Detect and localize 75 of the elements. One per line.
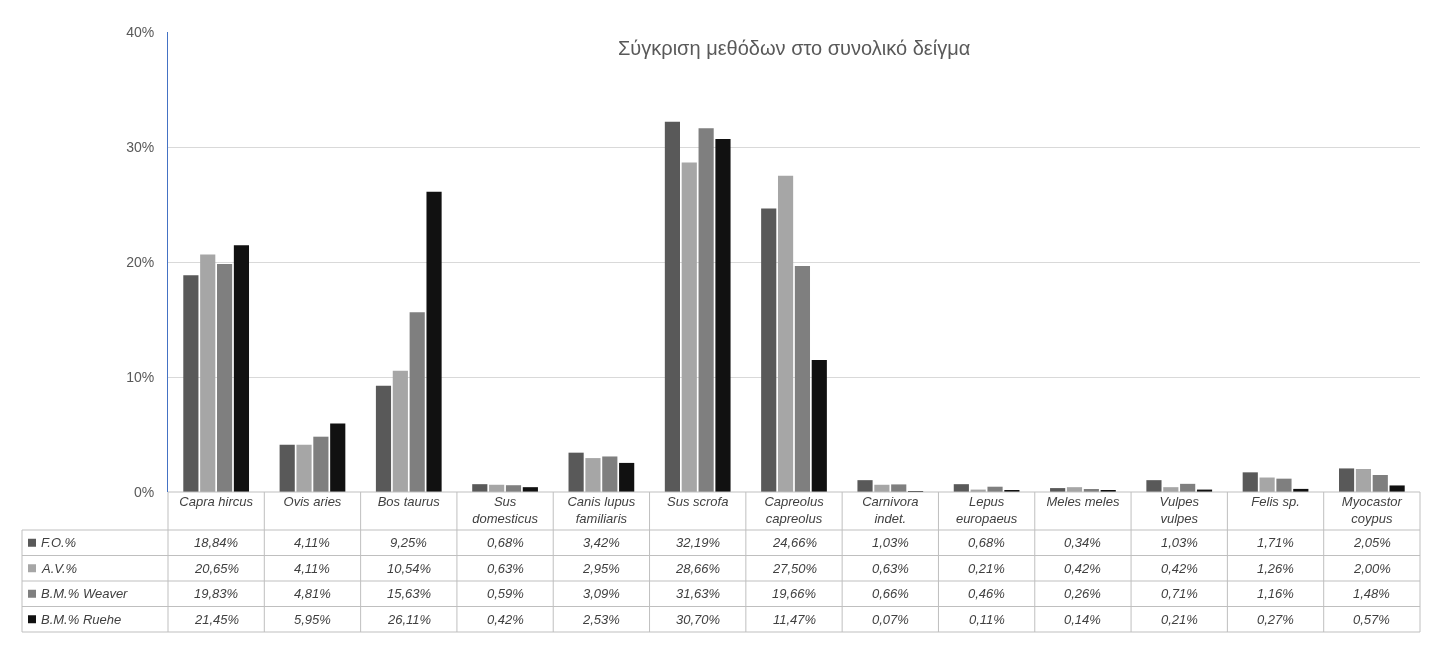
data-label: 0,42% bbox=[1064, 561, 1101, 576]
data-label: 28,66% bbox=[675, 561, 721, 576]
chart-title: Σύγκριση μεθόδων στο συνολικό δείγμα bbox=[618, 37, 971, 59]
y-tick-label: 0% bbox=[133, 483, 155, 500]
data-label: 0,21% bbox=[968, 561, 1005, 576]
x-tick-label: Canis lupus familiaris bbox=[567, 494, 636, 526]
data-label: 3,42% bbox=[583, 535, 620, 550]
data-label: 0,63% bbox=[487, 561, 524, 576]
data-label: 1,03% bbox=[872, 535, 909, 550]
data-label: 30,70% bbox=[676, 612, 721, 627]
data-label: 24,66% bbox=[772, 535, 818, 550]
data-label: 4,11% bbox=[294, 561, 330, 576]
legend-label: B.M.% Weaver bbox=[41, 586, 129, 601]
data-label: 1,26% bbox=[1257, 561, 1294, 576]
data-label: 32,19% bbox=[676, 535, 721, 550]
data-label: 0,66% bbox=[872, 586, 909, 601]
data-label: 0,46% bbox=[968, 586, 1005, 601]
data-label: 11,47% bbox=[773, 612, 817, 627]
x-tick-label: Felis sp. bbox=[1251, 494, 1300, 509]
x-tick-label: Ovis aries bbox=[283, 494, 342, 509]
y-tick-label: 30% bbox=[126, 138, 155, 155]
data-label: 0,59% bbox=[487, 586, 524, 601]
data-label: 20,65% bbox=[194, 561, 240, 576]
y-tick-label: 10% bbox=[126, 368, 155, 385]
data-label: 1,48% bbox=[1353, 586, 1390, 601]
data-label: 0,34% bbox=[1064, 535, 1101, 550]
data-label: 0,63% bbox=[872, 561, 909, 576]
data-label: 26,11% bbox=[387, 612, 432, 627]
data-label: 31,63% bbox=[676, 586, 721, 601]
x-tick-label: Sus scrofa bbox=[666, 494, 729, 509]
data-label: 18,84% bbox=[194, 535, 239, 550]
data-label: 0,27% bbox=[1257, 612, 1294, 627]
data-label: 0,71% bbox=[1161, 586, 1198, 601]
x-tick-label: Myocastor coypus bbox=[1341, 494, 1403, 526]
y-tick-label: 40% bbox=[126, 23, 155, 40]
data-label: 15,63% bbox=[387, 586, 432, 601]
x-tick-label: Meles meles bbox=[1046, 494, 1120, 509]
data-label: 0,07% bbox=[872, 612, 909, 627]
data-label: 4,11% bbox=[294, 535, 330, 550]
data-label: 4,81% bbox=[294, 586, 331, 601]
data-label: 2,95% bbox=[582, 561, 620, 576]
data-label: 0,26% bbox=[1064, 586, 1101, 601]
x-tick-label: Sus domesticus bbox=[472, 494, 539, 526]
data-label: 1,03% bbox=[1161, 535, 1198, 550]
legend-label: F.O.% bbox=[41, 535, 77, 550]
legend-label: B.M.% Ruehe bbox=[41, 612, 122, 627]
x-tick-label: Capra hircus bbox=[179, 494, 254, 509]
data-label: 5,95% bbox=[294, 612, 331, 627]
data-label: 19,66% bbox=[772, 586, 817, 601]
data-label: 1,71% bbox=[1257, 535, 1294, 550]
data-label: 9,25% bbox=[390, 535, 427, 550]
data-label: 0,42% bbox=[1161, 561, 1198, 576]
data-label: 0,11% bbox=[969, 612, 1005, 627]
data-label: 27,50% bbox=[772, 561, 818, 576]
x-tick-label: Carnivora indet. bbox=[862, 494, 919, 526]
data-label: 21,45% bbox=[194, 612, 240, 627]
data-label: 2,00% bbox=[1353, 561, 1391, 576]
data-label: 2,05% bbox=[1353, 535, 1391, 550]
data-label: 0,42% bbox=[487, 612, 524, 627]
x-tick-label: Vulpes vulpes bbox=[1159, 494, 1200, 526]
data-label: 0,21% bbox=[1161, 612, 1198, 627]
x-tick-label: Bos taurus bbox=[377, 494, 441, 509]
data-label: 19,83% bbox=[194, 586, 239, 601]
data-label: 0,68% bbox=[968, 535, 1005, 550]
y-tick-label: 20% bbox=[126, 253, 155, 270]
data-label: 0,14% bbox=[1064, 612, 1101, 627]
data-label: 10,54% bbox=[387, 561, 432, 576]
legend-label: A.V.% bbox=[41, 561, 78, 576]
x-tick-label: Lepus europaeus bbox=[955, 494, 1018, 526]
data-label: 0,57% bbox=[1353, 612, 1390, 627]
data-label: 1,16% bbox=[1257, 586, 1294, 601]
data-label: 3,09% bbox=[583, 586, 620, 601]
data-label: 0,68% bbox=[487, 535, 524, 550]
x-tick-label: Capreolus capreolus bbox=[764, 494, 825, 526]
data-label: 2,53% bbox=[582, 612, 620, 627]
